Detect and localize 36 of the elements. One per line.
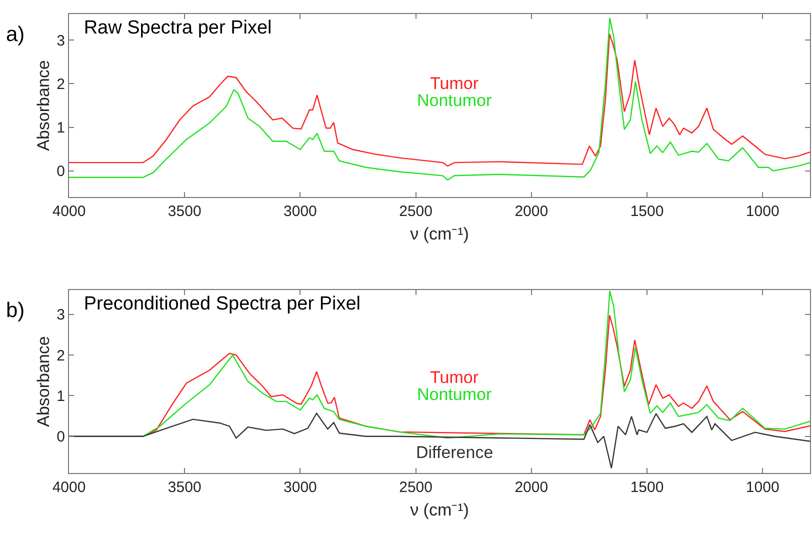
text: Nontumor bbox=[417, 91, 492, 110]
text: a) bbox=[6, 23, 25, 46]
x-tick-label: 1500 bbox=[630, 479, 664, 496]
y-tick-label: 0 bbox=[56, 428, 65, 446]
y-tick-label: 2 bbox=[56, 347, 65, 364]
x-tick-label: 1000 bbox=[746, 203, 780, 220]
y-tick-label: 3 bbox=[56, 32, 65, 50]
y-tick-label: 3 bbox=[56, 306, 65, 324]
text: Tumor bbox=[430, 74, 479, 93]
y-tick-label: 2 bbox=[56, 76, 65, 93]
x-tick-label: 2500 bbox=[399, 203, 432, 220]
x-axis-title: ν (cm⁻¹) bbox=[410, 224, 469, 244]
series-label: Nontumor bbox=[417, 385, 492, 404]
x-tick-label: 3500 bbox=[168, 203, 202, 220]
y-tick-label: 1 bbox=[56, 120, 65, 137]
x-tick-label: 3000 bbox=[284, 203, 317, 220]
y-tick-label: 1 bbox=[56, 388, 65, 405]
chart-title: Raw Spectra per Pixel bbox=[84, 18, 272, 39]
line-series bbox=[69, 17, 810, 181]
x-tick-label: 4000 bbox=[52, 203, 86, 220]
text: Tumor bbox=[430, 368, 479, 387]
y-axis-title: Absorbance bbox=[34, 60, 54, 151]
x-tick-label: 2000 bbox=[514, 479, 548, 496]
x-tick-label: 3500 bbox=[168, 479, 202, 496]
x-tick-label: 1500 bbox=[630, 203, 664, 220]
chart-title: Preconditioned Spectra per Pixel bbox=[84, 294, 361, 315]
series-label: Difference bbox=[416, 443, 494, 462]
x-tick-label: 2500 bbox=[399, 479, 432, 496]
text: b) bbox=[6, 299, 25, 322]
x-tick-label: 2000 bbox=[514, 203, 548, 220]
y-tick-label: 0 bbox=[56, 163, 65, 180]
x-axis-title: ν (cm⁻¹) bbox=[410, 500, 469, 520]
y-axis-title: Absorbance bbox=[34, 336, 54, 427]
x-tick-label: 3000 bbox=[284, 479, 317, 496]
x-tick-label: 4000 bbox=[52, 479, 86, 496]
x-tick-label: 1000 bbox=[746, 479, 780, 496]
